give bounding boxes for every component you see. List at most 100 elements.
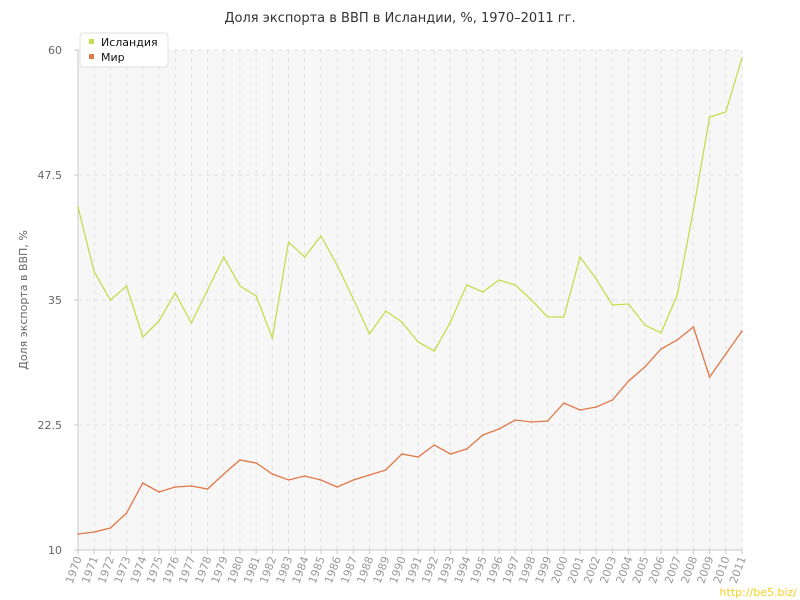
- data-point: [239, 285, 241, 287]
- data-point: [125, 512, 128, 514]
- data-point: [158, 491, 160, 493]
- data-point: [287, 241, 290, 243]
- data-point: [449, 321, 452, 323]
- data-point: [644, 324, 646, 326]
- data-point: [190, 322, 193, 324]
- data-point: [336, 486, 338, 488]
- data-point: [141, 482, 144, 484]
- data-point: [303, 475, 306, 477]
- data-point: [206, 488, 209, 490]
- data-point: [303, 256, 306, 258]
- y-axis-label: Доля экспорта в ВВП, %: [17, 230, 30, 370]
- data-point: [174, 292, 176, 294]
- data-point: [368, 333, 371, 335]
- data-point: [546, 420, 549, 422]
- data-point: [465, 448, 468, 450]
- legend-label-iceland: Исландия: [101, 36, 158, 49]
- legend-swatch-iceland: [89, 39, 94, 44]
- y-tick-label: 22.5: [38, 419, 63, 432]
- data-point: [465, 284, 468, 286]
- data-point: [708, 376, 711, 378]
- data-point: [141, 336, 144, 338]
- data-point: [611, 304, 614, 306]
- data-point: [320, 479, 322, 481]
- data-point: [271, 337, 274, 339]
- y-tick-label: 60: [48, 44, 62, 57]
- data-point: [206, 289, 209, 291]
- data-point: [708, 116, 711, 118]
- data-point: [482, 291, 484, 293]
- data-point: [158, 320, 160, 322]
- data-point: [401, 321, 403, 323]
- data-point: [546, 316, 549, 318]
- data-point: [611, 399, 614, 401]
- series-layer: [77, 57, 743, 535]
- gridlines: [78, 49, 743, 550]
- data-point: [417, 341, 419, 343]
- data-point: [433, 444, 436, 446]
- data-point: [93, 531, 95, 533]
- data-point: [93, 271, 95, 273]
- data-point: [368, 474, 371, 476]
- data-point: [660, 348, 662, 350]
- data-point: [401, 453, 403, 455]
- data-point: [676, 339, 679, 341]
- data-point: [239, 459, 241, 461]
- data-point: [109, 527, 112, 529]
- data-point: [449, 453, 452, 455]
- legend-swatch-world: [89, 54, 94, 59]
- legend-label-world: Мир: [101, 51, 125, 64]
- data-point: [741, 57, 743, 59]
- data-point: [174, 486, 176, 488]
- data-point: [595, 278, 598, 280]
- data-point: [433, 350, 436, 352]
- data-point: [77, 206, 79, 208]
- legend: Исландия Мир: [79, 32, 169, 68]
- data-point: [125, 285, 128, 287]
- data-point: [255, 295, 257, 297]
- data-point: [222, 473, 225, 475]
- data-point: [255, 462, 257, 464]
- data-point: [692, 209, 695, 211]
- series-line-world: [77, 325, 743, 535]
- data-point: [417, 456, 419, 458]
- y-tick-label: 35: [48, 294, 62, 307]
- data-point: [498, 428, 500, 430]
- data-point: [676, 294, 679, 296]
- data-point: [530, 421, 533, 423]
- data-point: [109, 299, 112, 301]
- data-point: [579, 256, 581, 258]
- data-point: [498, 279, 500, 281]
- data-point: [352, 298, 355, 300]
- data-point: [287, 479, 290, 481]
- y-tick-label: 10: [48, 544, 62, 557]
- data-point: [514, 419, 517, 421]
- y-tick-labels: 10 22.5 35 47.5 60: [38, 44, 78, 557]
- data-point: [190, 485, 193, 487]
- data-point: [320, 235, 322, 237]
- data-point: [77, 533, 79, 535]
- data-point: [514, 284, 517, 286]
- data-point: [660, 332, 662, 334]
- data-point: [627, 303, 630, 305]
- data-point: [336, 264, 338, 266]
- data-point: [222, 256, 225, 258]
- data-point: [692, 326, 695, 328]
- data-point: [627, 380, 630, 382]
- data-point: [563, 402, 565, 404]
- data-point: [384, 469, 387, 471]
- data-point: [482, 434, 484, 436]
- watermark: http://be5.biz/: [720, 586, 798, 599]
- data-point: [595, 406, 598, 408]
- data-point: [725, 111, 727, 113]
- data-point: [384, 310, 387, 312]
- series-line-iceland: [77, 57, 743, 352]
- data-point: [271, 473, 274, 475]
- data-point: [563, 316, 565, 318]
- data-point: [579, 409, 581, 411]
- y-tick-label: 47.5: [38, 169, 63, 182]
- data-point: [725, 353, 727, 355]
- chart-title: Доля экспорта в ВВП в Исландии, %, 1970–…: [224, 11, 575, 26]
- x-tick-labels: 1970197119721973197419751976197719781979…: [63, 550, 749, 585]
